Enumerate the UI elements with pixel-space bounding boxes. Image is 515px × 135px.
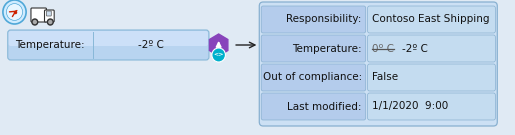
FancyBboxPatch shape [368, 93, 495, 120]
FancyBboxPatch shape [46, 11, 52, 16]
Text: 1/1/2020  9:00: 1/1/2020 9:00 [372, 102, 449, 112]
FancyBboxPatch shape [8, 30, 209, 60]
FancyBboxPatch shape [31, 8, 46, 22]
Text: False: False [372, 72, 399, 82]
Circle shape [6, 4, 23, 20]
FancyBboxPatch shape [9, 31, 208, 46]
FancyBboxPatch shape [261, 6, 366, 33]
FancyBboxPatch shape [261, 64, 366, 91]
Text: -2º C: -2º C [138, 40, 164, 50]
FancyBboxPatch shape [368, 64, 495, 91]
Text: Temperature:: Temperature: [292, 43, 362, 53]
Circle shape [49, 21, 52, 23]
Text: 0º C: 0º C [372, 43, 394, 53]
FancyBboxPatch shape [261, 35, 366, 62]
Text: Last modified:: Last modified: [287, 102, 362, 112]
Circle shape [33, 21, 36, 23]
Text: Contoso East Shipping: Contoso East Shipping [372, 14, 490, 24]
FancyBboxPatch shape [368, 6, 495, 33]
Polygon shape [210, 34, 228, 56]
Circle shape [32, 19, 38, 25]
FancyBboxPatch shape [259, 2, 497, 126]
Text: Out of compliance:: Out of compliance: [263, 72, 362, 82]
FancyBboxPatch shape [261, 93, 366, 120]
Text: Temperature:: Temperature: [15, 40, 85, 50]
Circle shape [47, 19, 53, 25]
Circle shape [212, 48, 226, 62]
Circle shape [3, 0, 26, 24]
Text: <>: <> [213, 53, 224, 58]
FancyBboxPatch shape [44, 10, 54, 22]
Text: Responsibility:: Responsibility: [286, 14, 362, 24]
Text: -2º C: -2º C [402, 43, 427, 53]
FancyBboxPatch shape [368, 35, 495, 62]
